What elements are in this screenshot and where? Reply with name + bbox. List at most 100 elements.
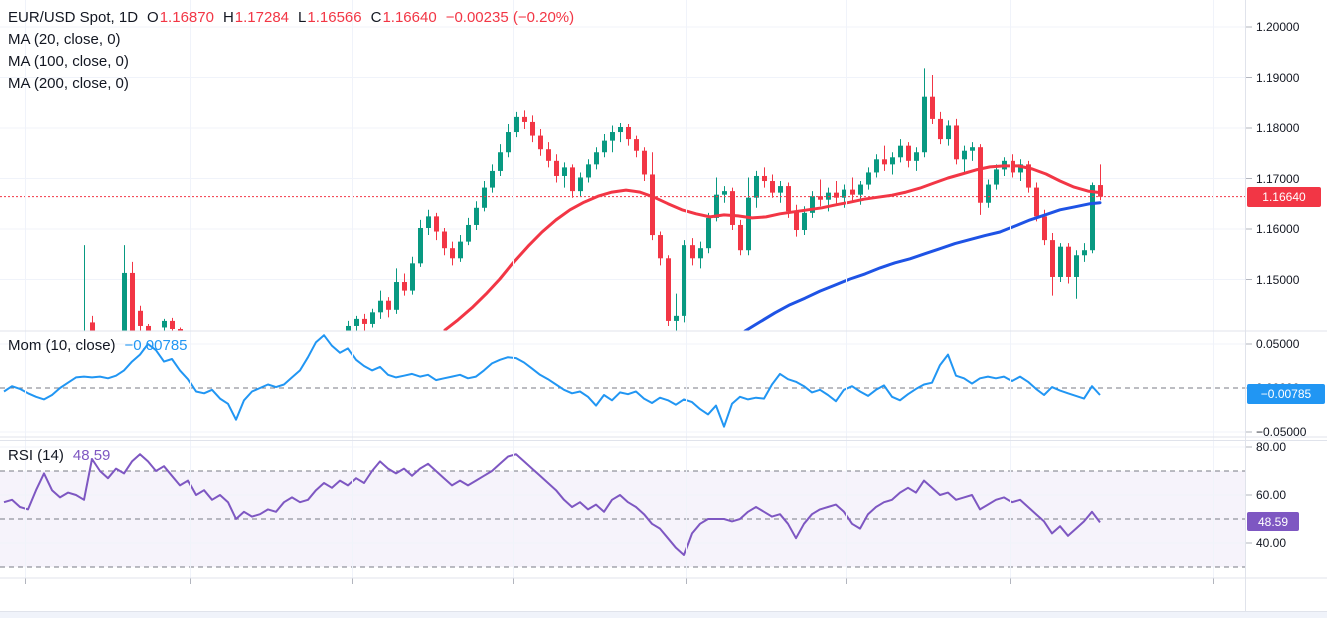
candle — [674, 315, 679, 321]
candle — [1090, 185, 1095, 251]
candle — [874, 159, 879, 173]
symbol-legend[interactable]: EUR/USD Spot, 1D O 1.16870 H 1.17284 L 1… — [8, 9, 574, 26]
candle — [466, 224, 471, 242]
ohlc-high: H 1.17284 — [222, 9, 290, 26]
candle — [946, 125, 951, 140]
candle — [1018, 164, 1023, 173]
ma20-legend[interactable]: MA (20, close, 0) — [8, 31, 121, 48]
momentum-line — [3, 334, 1101, 428]
candle — [354, 318, 359, 326]
price-axis[interactable]: 1.20000 1.19000 1.18000 1.17000 1.16000 1.150… — [1246, 0, 1327, 612]
candle — [402, 282, 407, 291]
candle — [146, 325, 151, 331]
candle — [170, 320, 175, 329]
candle — [458, 241, 463, 259]
candle — [770, 181, 775, 193]
momentum-legend-value: −0.00785 — [124, 337, 188, 354]
candle — [930, 96, 935, 119]
candle — [738, 224, 743, 251]
candle — [730, 191, 735, 225]
candle — [794, 211, 799, 231]
candle — [242, 371, 247, 379]
candle — [538, 135, 543, 150]
rsi-tick-label: 60.00 — [1256, 488, 1287, 502]
price-change: −0.00235 (−0.20%) — [445, 9, 575, 26]
ma-red-line — [443, 164, 1102, 331]
candle — [682, 245, 687, 316]
momentum-tick-label: −0.05000 — [1256, 425, 1307, 439]
candle — [714, 194, 719, 218]
candle — [762, 175, 767, 182]
candle — [1074, 255, 1079, 277]
candle — [778, 186, 783, 193]
candle — [530, 121, 535, 136]
candle — [338, 334, 343, 336]
candle — [818, 196, 823, 200]
candle — [938, 118, 943, 140]
candle — [218, 363, 223, 375]
candle — [234, 369, 239, 379]
candle — [890, 157, 895, 165]
candle — [554, 160, 559, 176]
candle — [282, 344, 287, 351]
candle — [594, 152, 599, 165]
candle — [250, 361, 255, 371]
candle — [898, 145, 903, 158]
ohlc-low: L 1.16566 — [298, 9, 362, 26]
candle — [650, 174, 655, 236]
candle — [378, 300, 383, 313]
main-pane[interactable] — [0, 26, 1245, 395]
candle — [922, 96, 927, 153]
candle — [722, 191, 727, 195]
candle — [90, 322, 95, 331]
candle — [850, 189, 855, 195]
candle — [330, 336, 335, 339]
candle — [786, 186, 791, 212]
rsi-legend-value: 48.59 — [72, 447, 111, 464]
candle — [610, 132, 615, 141]
candle — [690, 245, 695, 259]
momentum-legend[interactable]: Mom (10, close) −0.00785 — [8, 337, 188, 354]
rsi-legend[interactable]: RSI (14) 48.59 — [8, 447, 110, 464]
momentum-pane[interactable] — [0, 334, 1245, 433]
candle — [962, 150, 967, 160]
candle — [618, 126, 623, 133]
rsi-tick-label: 40.00 — [1256, 536, 1287, 550]
candle — [914, 152, 919, 161]
candle — [522, 116, 527, 122]
candle — [1034, 187, 1039, 217]
price-tick-label: 1.17000 — [1256, 171, 1300, 186]
price-tick-label: 1.20000 — [1256, 20, 1300, 34]
candle — [410, 263, 415, 291]
candle — [474, 207, 479, 225]
last-price-chip: 1.16640 — [1247, 187, 1321, 207]
ma200-legend[interactable]: MA (200, close, 0) — [8, 75, 129, 92]
candle — [1026, 164, 1031, 188]
rsi-tick-label: 80.00 — [1256, 440, 1287, 454]
candle — [842, 189, 847, 198]
candle — [970, 147, 975, 151]
candle — [754, 175, 759, 198]
price-tick-label: 1.19000 — [1256, 70, 1300, 85]
candle — [194, 360, 199, 371]
candle — [578, 177, 583, 192]
rsi-pane[interactable] — [0, 446, 1245, 568]
time-axis[interactable]: AprMayJunJulAugSepOctNov — [0, 578, 1245, 612]
ma100-legend[interactable]: MA (100, close, 0) — [8, 53, 129, 70]
candle — [570, 167, 575, 192]
symbol-title: EUR/USD Spot, 1D — [8, 9, 139, 26]
candle — [450, 248, 455, 259]
candle — [274, 351, 279, 358]
candle — [1066, 246, 1071, 277]
price-tick-label: 1.15000 — [1256, 272, 1300, 287]
candle — [442, 231, 447, 249]
candle — [994, 169, 999, 185]
ohlc-open: O 1.16870 — [147, 9, 214, 26]
candle — [266, 354, 271, 358]
candle — [1042, 216, 1047, 241]
candle — [626, 126, 631, 140]
candle — [490, 170, 495, 188]
candle — [1082, 250, 1087, 256]
